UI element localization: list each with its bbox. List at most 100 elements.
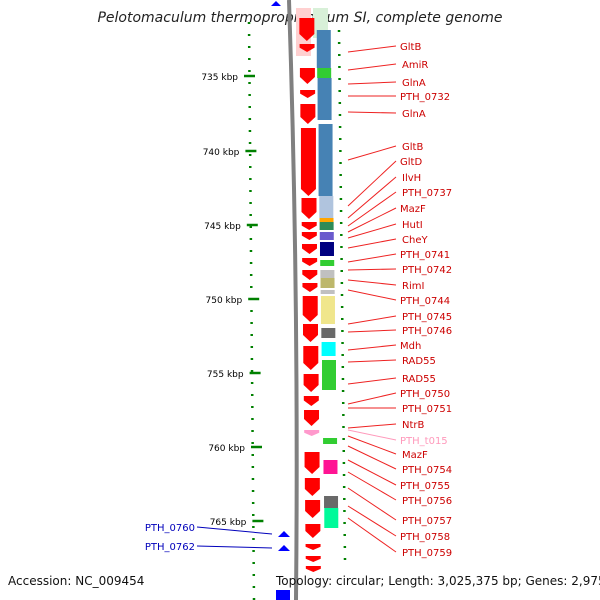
forward-gene-arrow — [299, 44, 315, 52]
forward-gene-arrow — [301, 244, 317, 254]
leader-line — [347, 487, 397, 521]
kbp-tick-label: 740 kbp — [203, 148, 240, 158]
forward-gene-arrow — [300, 90, 316, 98]
leader-line — [347, 517, 397, 553]
leader-line — [347, 268, 397, 271]
leader-line — [347, 238, 397, 249]
forward-gene-arrow — [305, 566, 321, 572]
gene-label: PTH_0732 — [400, 92, 450, 103]
cog-block — [318, 124, 333, 196]
gene-label: RimI — [402, 281, 424, 292]
leader-line — [347, 344, 397, 351]
cog-block — [323, 438, 338, 444]
gene-label: PTH_0746 — [402, 326, 452, 337]
gene-label: IlvH — [402, 173, 421, 184]
cog-block — [319, 196, 334, 218]
gene-label: GltD — [400, 157, 422, 168]
leader-line — [347, 377, 397, 385]
leader-line — [347, 459, 397, 486]
forward-gene-arrow — [302, 324, 318, 342]
accession-text: Accession: NC_009454 — [8, 574, 145, 588]
reverse-gene-arrow — [271, 1, 281, 6]
forward-gene-arrow — [305, 544, 321, 550]
forward-gene-arrow — [300, 128, 316, 196]
leader-line — [347, 160, 397, 207]
gene-label: PTH_0755 — [400, 481, 450, 492]
gene-label: HutI — [402, 220, 423, 231]
leader-line — [347, 429, 397, 441]
cog-block — [317, 68, 332, 78]
forward-gene-arrow — [303, 346, 319, 370]
cog-block — [319, 242, 334, 256]
forward-gene-arrow — [304, 410, 320, 426]
kbp-tick-label: 760 kbp — [208, 444, 245, 454]
kbp-tick-label: 765 kbp — [210, 518, 247, 528]
forward-gene-arrow — [302, 270, 318, 280]
leader-line — [347, 145, 397, 161]
gene-label: PTH_0756 — [402, 496, 452, 507]
gene-label: MazF — [402, 450, 428, 461]
forward-gene-arrow — [299, 68, 315, 84]
leader-line — [347, 45, 397, 53]
gene-label: MazF — [400, 204, 426, 215]
cog-block — [320, 260, 335, 266]
forward-gene-arrow — [302, 283, 318, 292]
leader-line — [347, 279, 397, 286]
gene-label: PTH_0750 — [400, 389, 450, 400]
gene-label: CheY — [402, 235, 428, 246]
leader-line — [347, 329, 397, 333]
gene-label: GltB — [400, 42, 421, 53]
inner-scale-dots — [337, 29, 347, 561]
leader-line — [196, 526, 273, 535]
cog-block — [323, 460, 338, 474]
forward-gene-arrow — [305, 500, 321, 518]
leader-line — [347, 289, 397, 301]
reverse-gene-arrow — [278, 531, 290, 537]
gene-label: PTH_0745 — [402, 312, 452, 323]
leader-line — [347, 207, 397, 233]
leader-line — [347, 223, 397, 239]
cog-block — [319, 232, 334, 240]
forward-gene-arrow — [299, 18, 315, 41]
gene-label: PTH_0744 — [400, 296, 450, 307]
cog-block — [324, 496, 339, 508]
forward-gene-arrow — [304, 452, 320, 474]
gene-label: PTH_0760 — [145, 523, 195, 534]
leader-line — [196, 545, 273, 549]
leader-line — [347, 505, 397, 537]
cog-block — [320, 278, 335, 288]
leader-line — [347, 81, 397, 85]
leader-line — [347, 445, 397, 470]
genome-backbone — [287, 0, 299, 600]
outer-scale-dots — [247, 21, 256, 600]
cog-block — [322, 360, 336, 390]
gene-label: PTH_0751 — [402, 404, 452, 415]
gene-label: RAD55 — [402, 356, 436, 367]
gene-label: GltB — [402, 142, 423, 153]
leader-line — [347, 359, 397, 363]
forward-gene-arrow — [304, 430, 320, 436]
kbp-tick-label: 735 kbp — [201, 73, 238, 83]
gene-label: Mdh — [400, 341, 421, 352]
leader-line — [347, 435, 397, 455]
cog-block — [321, 342, 336, 356]
reverse-gene-arrow — [278, 545, 290, 551]
leader-line — [347, 191, 397, 227]
leader-line — [347, 392, 397, 405]
forward-gene-arrow — [300, 104, 316, 124]
forward-gene-arrow — [301, 232, 317, 240]
leader-line — [347, 176, 397, 219]
gene-label: PTH_0742 — [402, 265, 452, 276]
forward-gene-arrow — [302, 258, 318, 266]
gene-label: RAD55 — [402, 374, 436, 385]
leader-line — [347, 471, 397, 501]
cog-block — [316, 30, 331, 68]
cog-block — [324, 508, 339, 528]
leader-line — [347, 423, 397, 429]
forward-gene-arrow — [301, 198, 317, 219]
gene-label: GlnA — [402, 78, 426, 89]
cog-block — [319, 222, 334, 230]
gene-label: GlnA — [402, 109, 426, 120]
cog-block — [320, 270, 335, 278]
forward-gene-arrow — [303, 396, 319, 406]
